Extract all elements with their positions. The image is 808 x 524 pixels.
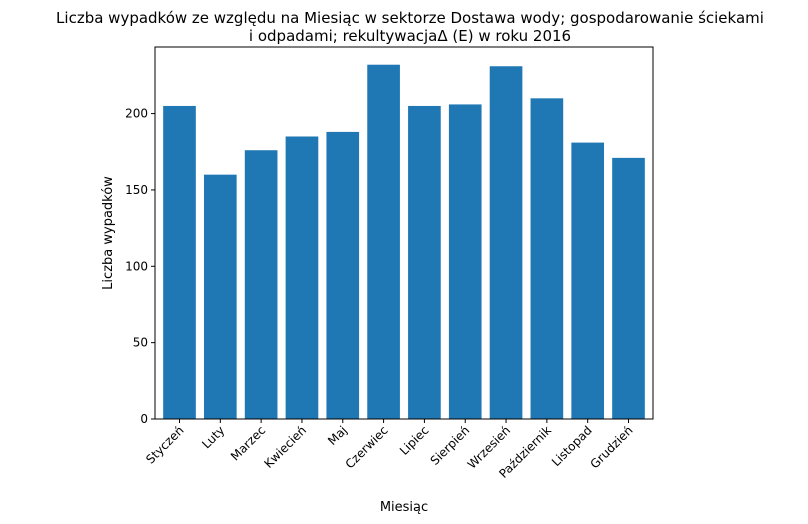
x-tick-label-4: Kwiecień	[261, 423, 309, 471]
bar-9	[489, 66, 523, 419]
bar-5	[326, 131, 360, 419]
x-tick-label-7: Lipiec	[397, 423, 432, 458]
y-tick-label-5: 200	[125, 107, 148, 121]
y-axis-ticks: 0 50 100 150 200	[125, 107, 155, 426]
bar-8	[448, 104, 482, 420]
bar-2	[203, 174, 237, 419]
bar-10	[530, 98, 564, 419]
bar-3	[244, 150, 278, 420]
chart-title-line-1: Liczba wypadków ze względu na Miesiąc w …	[56, 9, 764, 27]
bar-4	[285, 136, 319, 420]
bar-11	[571, 142, 605, 419]
y-tick-label-1: 0	[140, 412, 148, 426]
y-tick-label-3: 100	[125, 259, 148, 273]
x-tick-label-5: Maj	[325, 423, 350, 448]
y-tick-label-2: 50	[133, 336, 148, 350]
y-tick-label-4: 150	[125, 183, 148, 197]
x-tick-label-3: Marzec	[228, 423, 268, 463]
bars-group	[163, 64, 645, 420]
bar-1	[163, 105, 196, 420]
x-tick-label-12: Grudzień	[587, 423, 635, 471]
bar-6	[367, 64, 400, 419]
chart-title-line-2: i odpadami; rekultywacjaΔ (E) w roku 201…	[249, 27, 571, 45]
bar-12	[612, 157, 645, 419]
y-axis-label: Liczba wypadków	[101, 176, 116, 290]
x-tick-label-6: Czerwiec	[343, 423, 391, 471]
x-axis-label: Miesiąc	[380, 500, 428, 515]
plot-frame	[154, 46, 654, 420]
x-tick-label-2: Luty	[199, 423, 227, 451]
bar-7	[408, 105, 441, 420]
x-tick-label-1: Styczeń	[143, 423, 186, 466]
